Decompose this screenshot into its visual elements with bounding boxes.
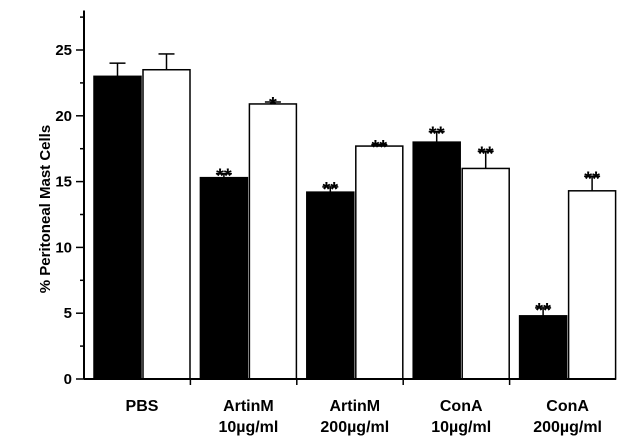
significance-marker: ** [216, 166, 232, 188]
category-label: ArtinM [223, 398, 274, 415]
significance-marker: * [269, 94, 277, 116]
significance-marker: ** [323, 179, 339, 201]
significance-marker: ** [478, 143, 494, 165]
category-label: ConA [546, 398, 589, 415]
bar [306, 191, 355, 380]
significance-marker: ** [429, 124, 445, 146]
y-tick-label: 15 [55, 174, 72, 191]
category-label: ConA [440, 398, 483, 415]
category-label-sub: 10µg/ml [431, 419, 491, 436]
significance-marker: ** [372, 137, 388, 159]
bar [142, 68, 191, 380]
bar [461, 167, 510, 380]
y-tick-label: 10 [55, 239, 72, 256]
y-tick-label: 0 [64, 371, 72, 388]
category-label-sub: 200µg/ml [533, 419, 602, 436]
bars-group: *************** [93, 53, 617, 380]
y-tick-label: 25 [55, 42, 72, 59]
significance-marker: ** [584, 168, 600, 190]
bar [355, 145, 404, 380]
bar [199, 176, 249, 380]
bar [93, 75, 142, 380]
bar [567, 190, 617, 380]
y-axis-title-group: % Peritoneal Mast Cells [37, 125, 54, 293]
bar [412, 141, 461, 380]
y-tick-label: 20 [55, 108, 72, 125]
y-tick-label: 5 [64, 305, 72, 322]
significance-marker: ** [535, 300, 551, 322]
category-label: PBS [126, 398, 159, 415]
bar [248, 103, 298, 380]
y-axis-title: % Peritoneal Mast Cells [37, 125, 54, 293]
bar [518, 315, 568, 380]
category-label-sub: 200µg/ml [320, 419, 389, 436]
category-label-sub: 10µg/ml [218, 419, 278, 436]
axes-group: 0 5 10 15 20 25 PBS ArtinM 10µg/ml ArtinM 200µg/ml… [55, 10, 616, 436]
category-label: ArtinM [329, 398, 380, 415]
